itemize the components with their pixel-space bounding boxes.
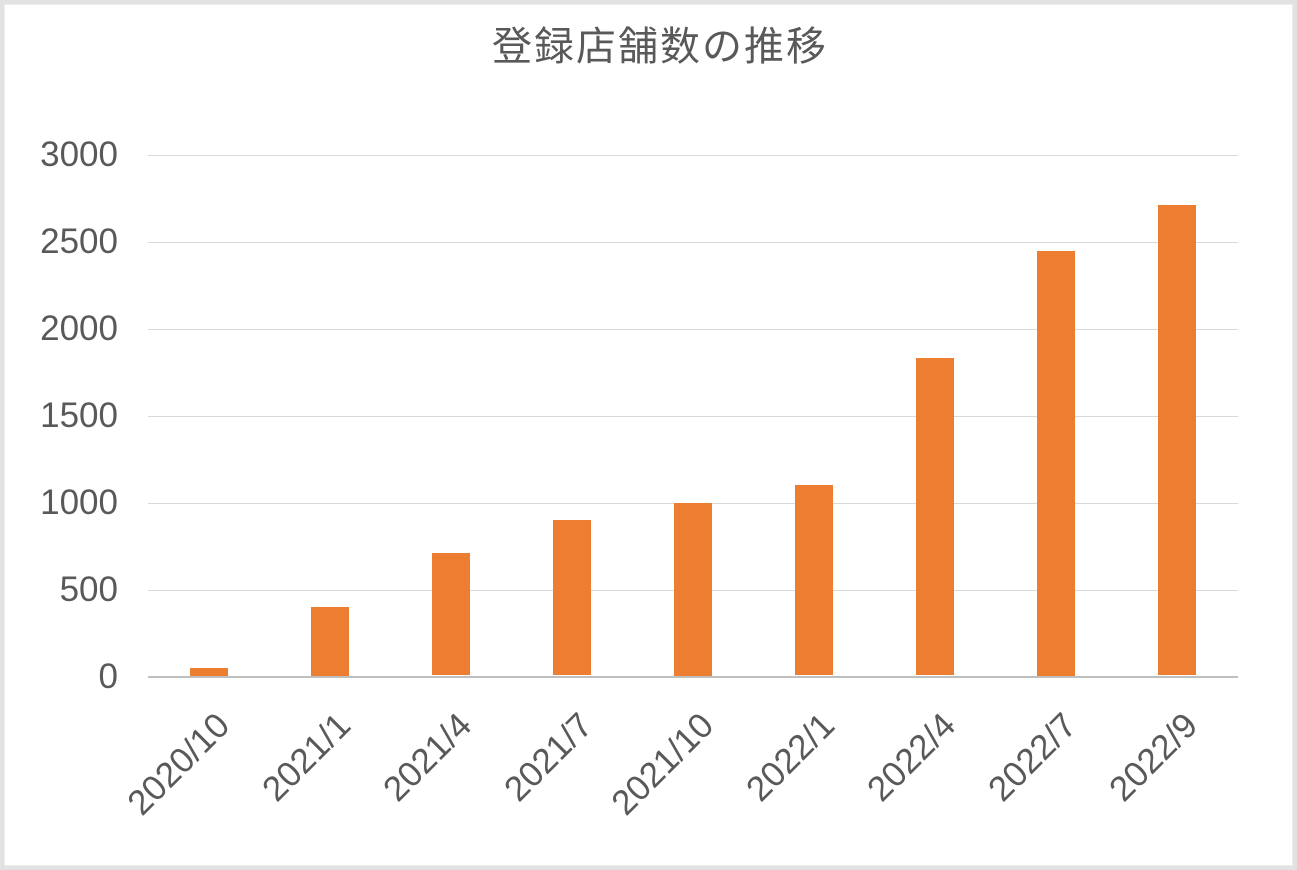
bar-2022-7 xyxy=(1037,251,1075,676)
bar-2021-1 xyxy=(311,607,349,676)
chart-title: 登録店舗数の推移 xyxy=(492,25,828,69)
y-axis-tick-label: 0 xyxy=(98,657,118,696)
x-axis-tick-label: 2022/7 xyxy=(980,705,1085,809)
gridline-1500 xyxy=(148,416,1238,417)
bar-2022-1 xyxy=(795,485,833,675)
y-axis-tick-label: 2500 xyxy=(40,222,118,261)
gridline-2000 xyxy=(148,329,1238,330)
x-axis-tick-label: 2021/10 xyxy=(604,705,722,823)
gridline-3000 xyxy=(148,155,1238,156)
y-axis-tick-label: 1500 xyxy=(40,396,118,435)
x-axis-tick-label: 2022/1 xyxy=(738,705,843,809)
bar-2022-9 xyxy=(1158,205,1196,675)
y-axis-tick-label: 2000 xyxy=(40,309,118,348)
y-axis-tick-label: 1000 xyxy=(40,483,118,522)
bar-2020-10 xyxy=(190,668,228,676)
x-axis-tick-label: 2022/9 xyxy=(1101,705,1206,809)
y-axis-tick-label: 3000 xyxy=(40,135,118,174)
x-axis-tick-label: 2021/7 xyxy=(496,705,601,809)
bar-2021-7 xyxy=(553,520,591,675)
x-axis-tick-label: 2021/4 xyxy=(375,705,480,809)
bar-2021-4 xyxy=(432,553,470,675)
x-axis-tick-label: 2021/1 xyxy=(254,705,359,809)
x-axis-tick-label: 2020/10 xyxy=(120,705,238,823)
bar-2022-4 xyxy=(916,358,954,675)
gridline-2500 xyxy=(148,242,1238,243)
bar-2021-10 xyxy=(674,503,712,676)
x-axis-tick-label: 2022/4 xyxy=(859,705,964,809)
x-axis-line xyxy=(148,676,1238,678)
y-axis-tick-label: 500 xyxy=(59,570,118,609)
